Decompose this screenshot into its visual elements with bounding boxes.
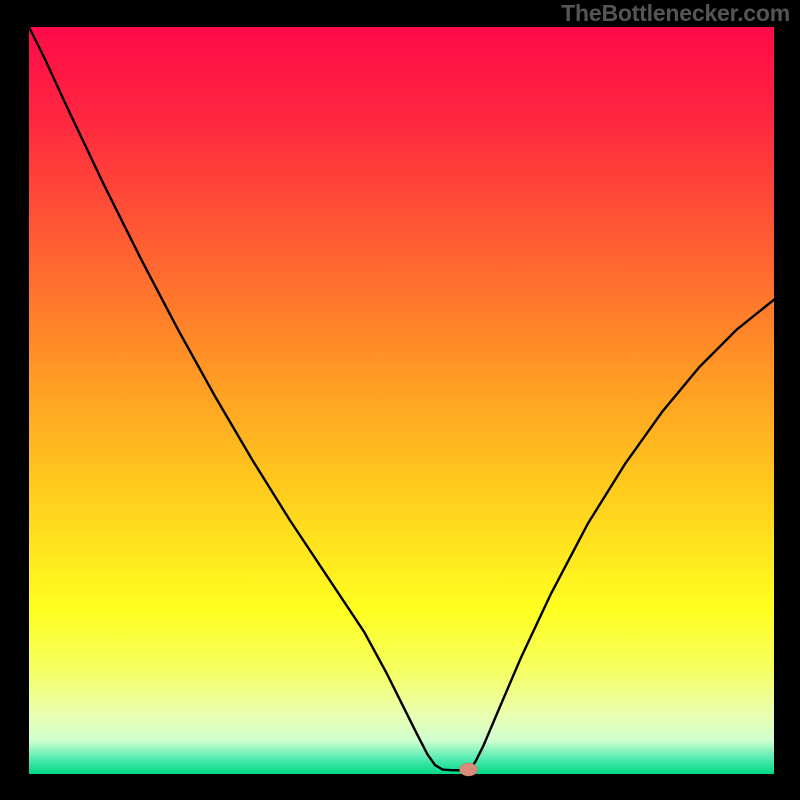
curve-overlay (0, 0, 800, 800)
bottleneck-curve (29, 27, 774, 770)
minimum-marker (460, 763, 478, 776)
chart-container: TheBottlenecker.com (0, 0, 800, 800)
watermark-text: TheBottlenecker.com (561, 0, 790, 27)
